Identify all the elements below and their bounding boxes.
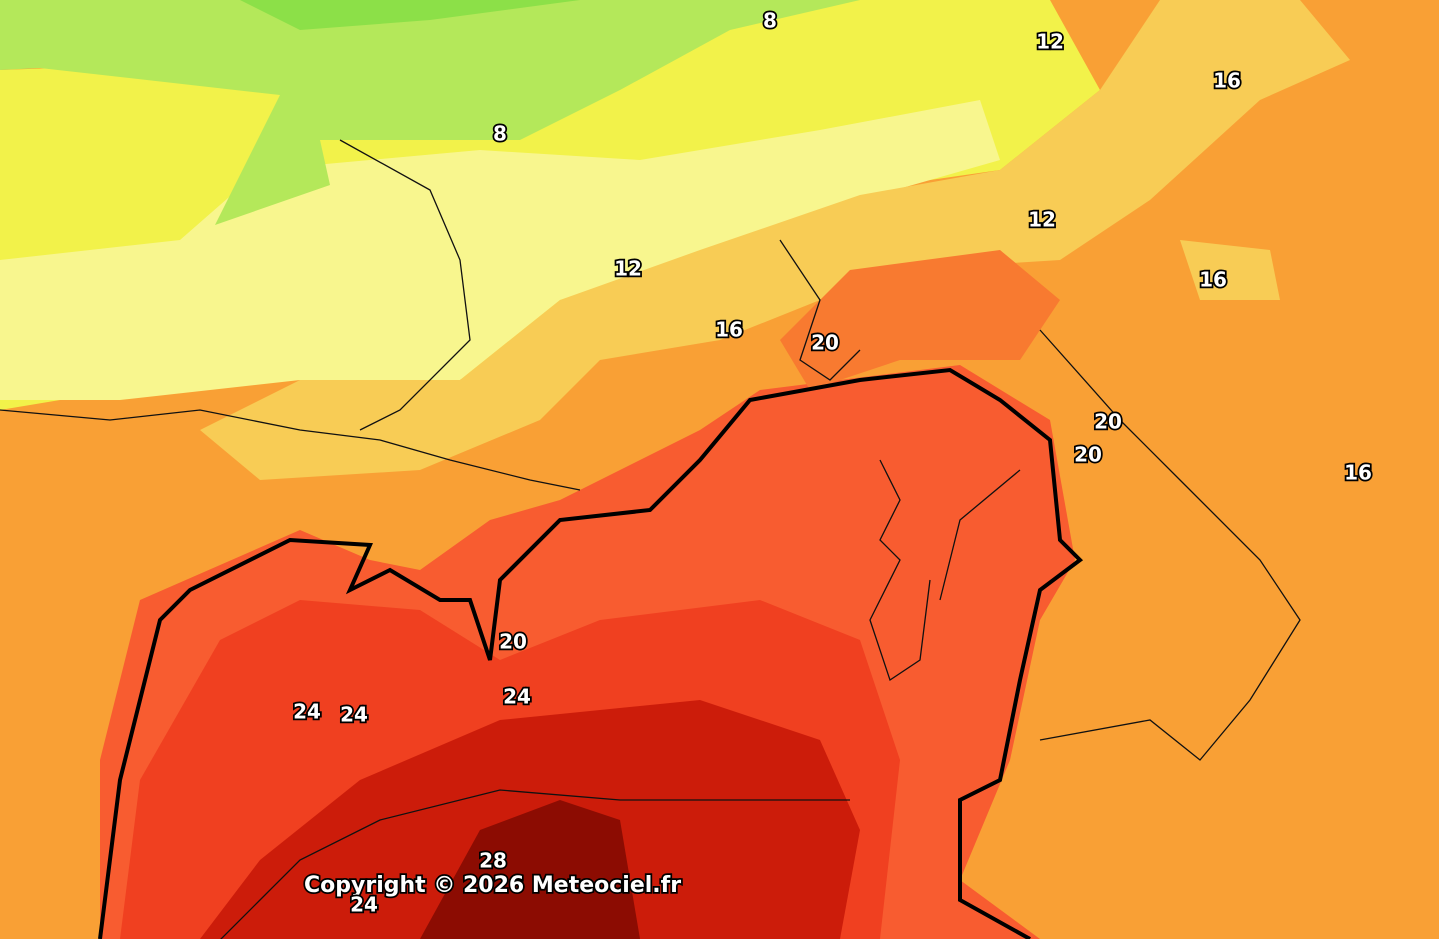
contour-label: 16 bbox=[1344, 461, 1372, 485]
contour-label: 20 bbox=[811, 331, 839, 355]
coast bbox=[1039, 329, 1301, 761]
contour-label: 24 bbox=[350, 893, 378, 917]
contour-20 bbox=[98, 367, 1084, 939]
contour-label: 16 bbox=[1199, 268, 1227, 292]
contour-label: 20 bbox=[1094, 410, 1122, 434]
field-green-dark bbox=[240, 0, 580, 30]
contour-label: 24 bbox=[340, 703, 368, 727]
border bbox=[779, 239, 861, 381]
field-green bbox=[0, 0, 860, 225]
border bbox=[220, 789, 850, 939]
contour-label: 24 bbox=[293, 700, 321, 724]
copyright: Copyright © 2026 Meteociel.fr bbox=[304, 873, 681, 898]
contour-label: 28 bbox=[479, 849, 507, 873]
contour-label: 24 bbox=[503, 685, 531, 709]
contour-label: 16 bbox=[1213, 69, 1241, 93]
field-light-orange bbox=[1180, 240, 1280, 300]
coast bbox=[939, 469, 1021, 601]
contour-label: 16 bbox=[715, 318, 743, 342]
contour-label: 12 bbox=[1036, 30, 1064, 54]
field-light-orange bbox=[200, 0, 1350, 480]
field-orange bbox=[780, 250, 1060, 390]
field-darkest-red bbox=[420, 800, 640, 939]
border bbox=[0, 409, 581, 491]
island-coast bbox=[869, 459, 931, 682]
contour-label: 20 bbox=[1074, 443, 1102, 467]
contour-label: 20 bbox=[499, 630, 527, 654]
contour-label: 12 bbox=[614, 257, 642, 281]
contour-label: 8 bbox=[493, 122, 507, 146]
coast bbox=[339, 139, 471, 431]
contour-label: 8 bbox=[763, 9, 777, 33]
contour-label: 12 bbox=[1028, 208, 1056, 232]
